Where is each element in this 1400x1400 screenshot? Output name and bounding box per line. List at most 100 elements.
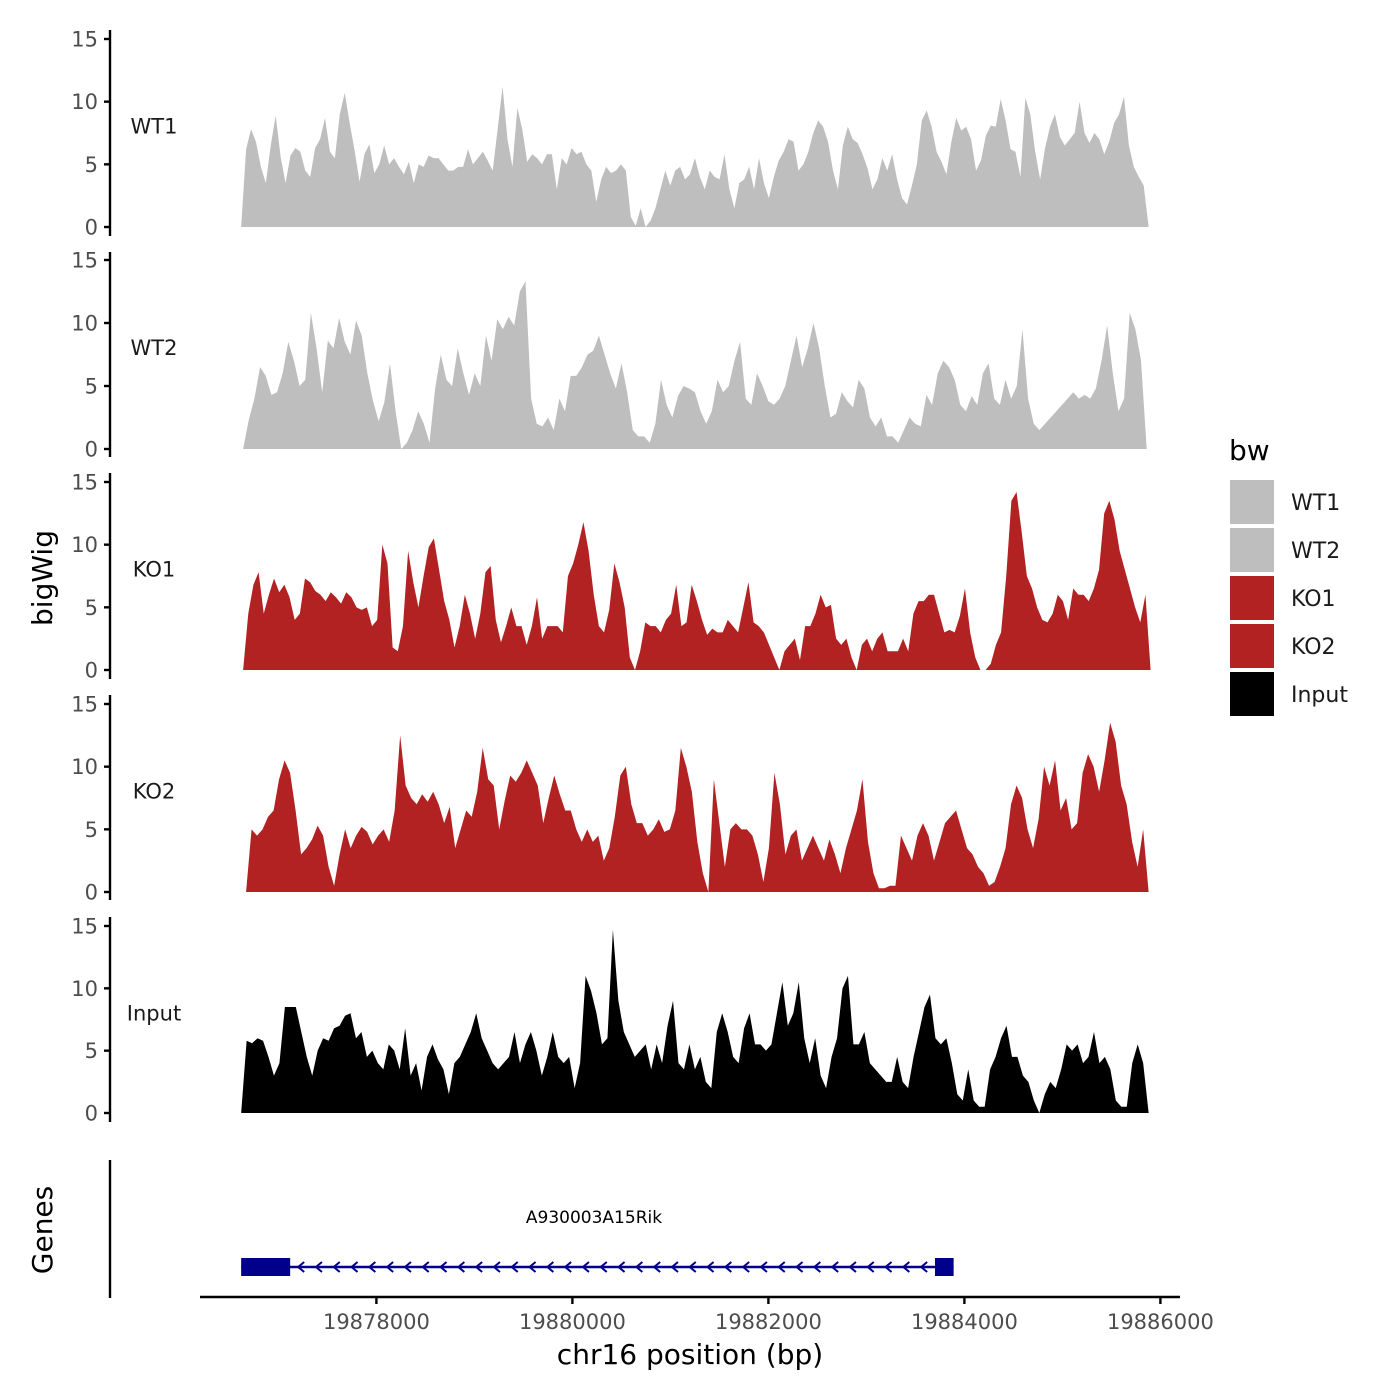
strand-arrow [349, 1261, 359, 1273]
area-ko1 [243, 492, 1151, 670]
strand-arrow [670, 1261, 679, 1273]
y-tick-label: 10 [71, 533, 98, 557]
gene-model: A930003A15Rik [241, 1208, 954, 1276]
y-tick-label: 5 [85, 818, 98, 842]
gene-exon [935, 1258, 954, 1276]
strand-arrow [741, 1261, 750, 1273]
legend-entry-input: Input [1230, 672, 1348, 716]
legend-entry-wt2: WT2 [1230, 528, 1340, 572]
legend-label: KO1 [1291, 587, 1336, 612]
strand-arrow [883, 1261, 893, 1273]
track-label: KO2 [133, 780, 176, 804]
strand-arrow [812, 1261, 822, 1273]
track-wt1: 0 5 10 15 WT1 [71, 28, 1149, 240]
track-label: KO1 [133, 558, 176, 582]
y-tick-label: 10 [71, 90, 98, 114]
strand-arrow [919, 1261, 928, 1273]
signal-tracks: 0 5 10 15 WT1 0 5 10 15 WT2 0 5 10 15 KO1 0 5 10 15 KO2 0 5 10… [71, 28, 1151, 1126]
strand-arrow [545, 1261, 555, 1273]
strand-arrow [794, 1261, 804, 1273]
y-tick-label: 5 [85, 153, 98, 177]
y-tick-label: 10 [71, 977, 98, 1001]
legend-swatch [1230, 480, 1274, 524]
legend-swatch [1230, 528, 1274, 572]
area-ko2 [246, 722, 1149, 892]
y-tick-label: 10 [71, 312, 98, 336]
track-ko2: 0 5 10 15 KO2 [71, 693, 1149, 905]
y-tick-label: 15 [71, 693, 98, 717]
strand-arrow [314, 1261, 323, 1273]
x-tick-label: 19886000 [1107, 1310, 1214, 1334]
track-label: WT2 [131, 336, 178, 360]
legend-swatch [1230, 576, 1274, 620]
strand-arrow [848, 1261, 857, 1273]
legend: bw WT1 WT2 KO1 KO2 Input [1229, 434, 1348, 716]
strand-arrow [652, 1261, 661, 1273]
y-tick-label: 5 [85, 375, 98, 399]
strand-arrow [563, 1261, 572, 1273]
y-tick-label: 0 [85, 881, 98, 905]
legend-label: Input [1291, 683, 1348, 708]
x-tick-label: 19878000 [323, 1310, 430, 1334]
y-tick-label: 15 [71, 471, 98, 495]
strand-arrow [527, 1261, 537, 1273]
x-axis: 19878000 19880000 19882000 19884000 19886000 [200, 1295, 1214, 1334]
strand-arrow [759, 1261, 768, 1273]
strand-arrow [492, 1261, 501, 1273]
gene-exon [241, 1258, 291, 1276]
strand-arrow [866, 1261, 875, 1273]
strand-arrow [616, 1261, 626, 1273]
y-tick-label: 5 [85, 596, 98, 620]
x-tick-label: 19880000 [519, 1310, 626, 1334]
legend-swatch [1230, 624, 1274, 668]
legend-label: WT1 [1291, 491, 1340, 516]
strand-arrow [723, 1261, 733, 1273]
legend-entry-wt1: WT1 [1230, 480, 1340, 524]
area-wt2 [243, 281, 1147, 449]
strand-arrow [421, 1261, 430, 1273]
strand-arrow [705, 1261, 715, 1273]
y-axis-title: bigWig [26, 530, 59, 626]
gene-name-label: A930003A15Rik [526, 1208, 662, 1228]
genes-track: A930003A15Rik [108, 1160, 954, 1298]
legend-entry-ko1: KO1 [1230, 576, 1336, 620]
strand-arrow [474, 1261, 483, 1273]
strand-arrow [830, 1261, 839, 1273]
strand-arrow [367, 1261, 377, 1273]
y-tick-label: 10 [71, 755, 98, 779]
legend-label: WT2 [1291, 539, 1340, 564]
y-tick-label: 0 [85, 216, 98, 240]
y-tick-label: 0 [85, 1102, 98, 1126]
genes-axis-title: Genes [26, 1186, 59, 1274]
strand-arrow [581, 1261, 590, 1273]
y-tick-label: 0 [85, 438, 98, 462]
strand-arrow [438, 1261, 448, 1273]
x-tick-label: 19882000 [715, 1310, 822, 1334]
strand-arrow [777, 1261, 786, 1273]
legend-title: bw [1229, 434, 1270, 467]
legend-label: KO2 [1291, 635, 1336, 660]
y-tick-label: 15 [71, 28, 98, 52]
track-label: WT1 [131, 115, 178, 139]
strand-arrow [296, 1261, 305, 1273]
strand-arrow [456, 1261, 466, 1273]
strand-arrow [688, 1261, 697, 1273]
legend-entry-ko2: KO2 [1230, 624, 1336, 668]
y-tick-label: 15 [71, 915, 98, 939]
strand-arrow [385, 1261, 394, 1273]
track-input: 0 5 10 15 Input [71, 915, 1149, 1126]
x-axis-title: chr16 position (bp) [557, 1338, 823, 1371]
strand-arrow [403, 1261, 412, 1273]
area-wt1 [241, 86, 1149, 227]
track-ko1: 0 5 10 15 KO1 [71, 471, 1151, 683]
strand-arrow [634, 1261, 644, 1273]
strand-arrow [901, 1261, 911, 1273]
x-tick-label: 19884000 [911, 1310, 1018, 1334]
y-tick-label: 5 [85, 1039, 98, 1063]
strand-arrow [510, 1261, 519, 1273]
y-tick-label: 15 [71, 249, 98, 273]
legend-swatch [1230, 672, 1274, 716]
strand-arrow [599, 1261, 608, 1273]
track-wt2: 0 5 10 15 WT2 [71, 249, 1147, 462]
